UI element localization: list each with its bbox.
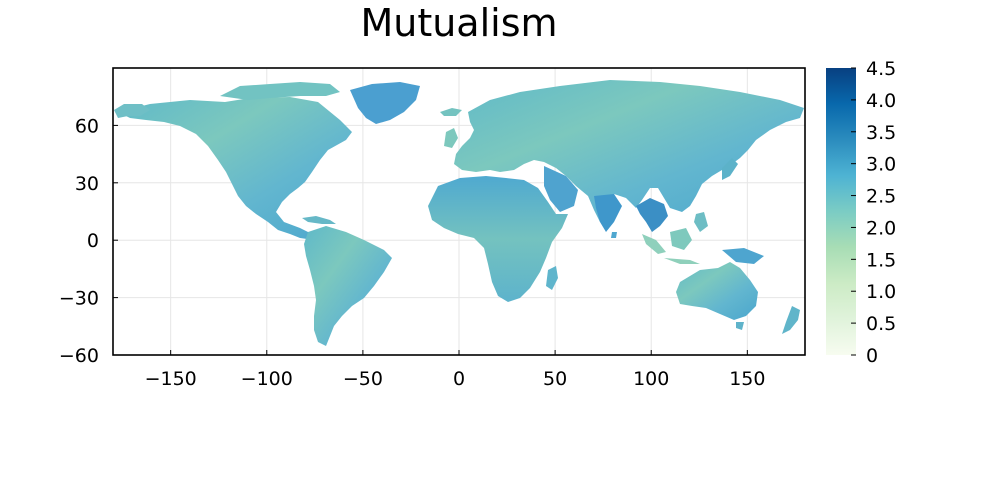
land-new-zealand (782, 306, 800, 334)
colorbar-tick-label: 0.5 (866, 313, 896, 335)
land-java (664, 258, 700, 264)
colorbar-tick-label: 1.0 (866, 281, 896, 303)
colorbar-tick-label: 4.5 (866, 58, 896, 80)
x-tick-label: −50 (343, 368, 383, 390)
land-alaska (114, 104, 150, 118)
y-tick-label: 30 (75, 173, 99, 195)
land-north-america (118, 97, 352, 240)
x-tick-label: 100 (633, 368, 669, 390)
colorbar-tick-label: 1.5 (866, 249, 896, 271)
land-arctic-islands (220, 82, 340, 100)
land-caribbean (302, 216, 336, 224)
y-tick-label: −60 (59, 345, 99, 367)
land-iceland (440, 108, 462, 116)
x-tick-label: 0 (453, 368, 465, 390)
land-philippines (694, 212, 708, 232)
land-japan (722, 158, 738, 180)
y-tick-label: −30 (59, 288, 99, 310)
colorbar-tick-label: 2.0 (866, 217, 896, 239)
land-arabia (544, 166, 578, 212)
y-tick-label: 0 (87, 230, 99, 252)
y-tick-label: 60 (75, 115, 99, 137)
x-tick-label: −100 (241, 368, 293, 390)
land-sumatra (642, 234, 666, 254)
land-borneo (670, 228, 692, 250)
colorbar-tick-label: 3.5 (866, 122, 896, 144)
land-australia (676, 262, 758, 320)
colorbar-tick-label: 4.0 (866, 90, 896, 112)
land-india (594, 194, 622, 232)
land-new-guinea (722, 248, 764, 264)
land-greenland (350, 82, 420, 124)
land-south-america (304, 226, 392, 346)
chart-title: Mutualism (360, 1, 557, 45)
land-madagascar (546, 266, 558, 290)
land-africa (428, 176, 568, 302)
y-axis: −60 −30 0 30 60 (59, 115, 118, 367)
colorbar: 0 0.5 1.0 1.5 2.0 2.5 3.0 3.5 4.0 4.5 (826, 58, 896, 367)
colorbar-gradient (826, 68, 856, 355)
colorbar-ticks: 0 0.5 1.0 1.5 2.0 2.5 3.0 3.5 4.0 4.5 (851, 58, 896, 367)
land-indochina (636, 198, 668, 232)
x-tick-label: 50 (543, 368, 567, 390)
land-tasmania (736, 322, 744, 330)
colorbar-tick-label: 2.5 (866, 186, 896, 208)
land-sri-lanka (611, 232, 617, 238)
x-axis: −150 −100 −50 0 50 100 150 (145, 350, 765, 390)
x-tick-label: −150 (145, 368, 197, 390)
x-tick-label: 150 (729, 368, 765, 390)
land-eurasia (454, 80, 804, 222)
land-masses (114, 80, 804, 346)
land-british-isles (444, 128, 458, 148)
colorbar-tick-label: 3.0 (866, 154, 896, 176)
colorbar-tick-label: 0 (866, 345, 878, 367)
